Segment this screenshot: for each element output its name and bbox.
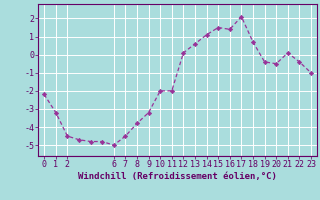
X-axis label: Windchill (Refroidissement éolien,°C): Windchill (Refroidissement éolien,°C) [78, 172, 277, 181]
